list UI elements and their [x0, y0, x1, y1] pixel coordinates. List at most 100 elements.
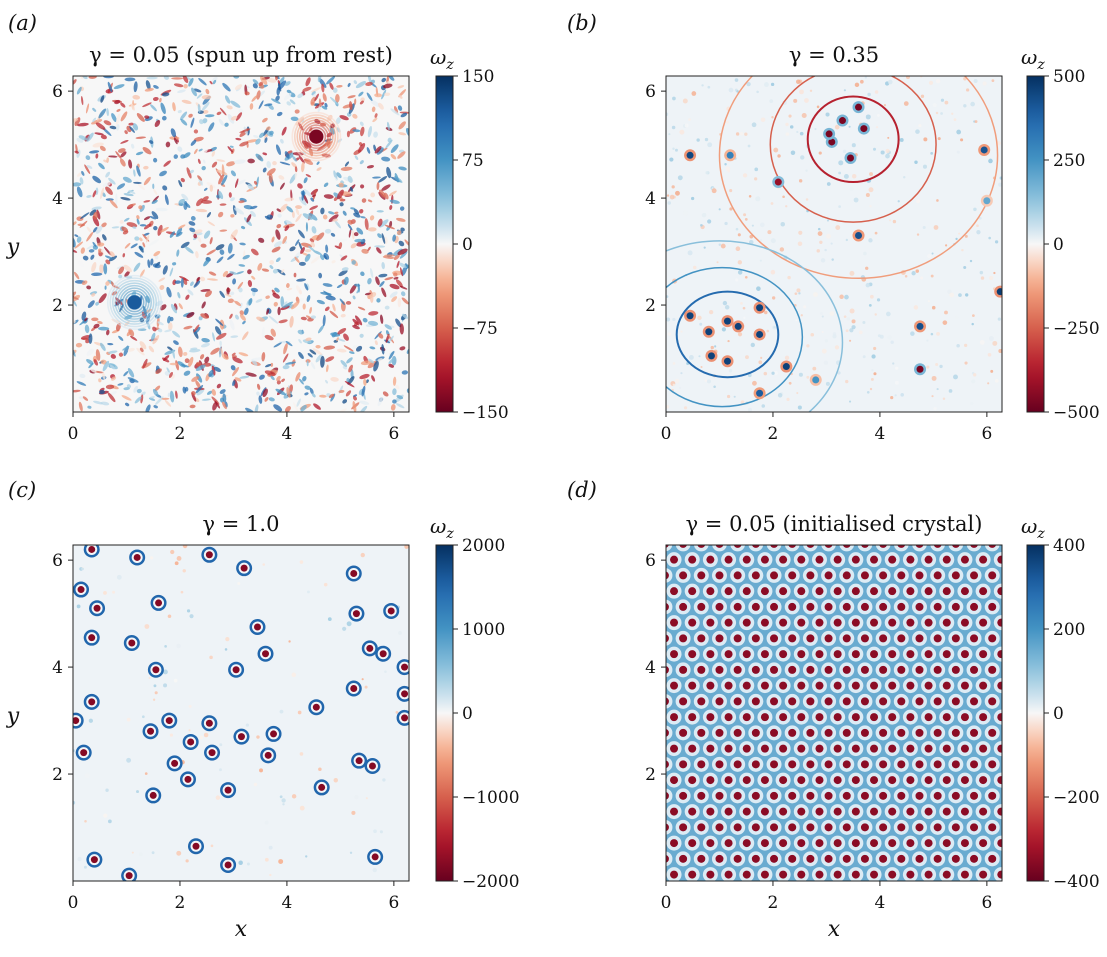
- vorticity-streak: [86, 359, 94, 365]
- lattice-vortex: [924, 713, 933, 722]
- vorticity-streak: [303, 189, 312, 197]
- lattice-vortex: [870, 618, 879, 627]
- vorticity-streak: [230, 365, 236, 371]
- vorticity-streak: [162, 185, 168, 191]
- noise-dot: [798, 372, 803, 377]
- vorticity-streak: [98, 293, 107, 304]
- vorticity-streak: [103, 263, 108, 275]
- noise-dot: [752, 380, 757, 386]
- lattice-halo: [912, 883, 927, 898]
- lattice-vortex: [824, 602, 833, 611]
- lattice-halo: [648, 804, 663, 819]
- vorticity-streak: [284, 361, 297, 365]
- y-tick-label: 4: [645, 658, 656, 678]
- vorticity-streak: [266, 214, 273, 220]
- lattice-vortex: [760, 807, 769, 816]
- colorbar-label: ωz: [1021, 514, 1045, 542]
- lattice-vortex: [824, 728, 833, 737]
- vorticity-streak: [180, 278, 184, 288]
- vorticity-streak: [309, 349, 317, 355]
- noise-dot: [903, 101, 909, 106]
- noise-dot: [935, 363, 939, 367]
- vorticity-streak: [306, 360, 309, 367]
- x-axis-label: x: [828, 917, 841, 942]
- vortex-core: [782, 363, 790, 371]
- vorticity-streak: [367, 277, 372, 285]
- vorticity-streak: [91, 206, 102, 211]
- vorticity-streak: [389, 199, 400, 204]
- lattice-vortex: [697, 602, 706, 611]
- noise-dot: [705, 170, 709, 175]
- vortex-ring: [114, 282, 155, 323]
- noise-dot: [988, 236, 991, 240]
- noise-dot: [333, 778, 338, 783]
- noise-dot: [669, 194, 675, 200]
- lattice-halo: [648, 615, 663, 630]
- vorticity-streak: [295, 205, 302, 209]
- vorticity-streak: [191, 87, 197, 97]
- vorticity-streak: [370, 99, 381, 108]
- lattice-vortex: [988, 760, 997, 769]
- vorticity-streak: [347, 224, 353, 231]
- noise-dot: [327, 617, 332, 622]
- lattice-vortex: [679, 854, 688, 863]
- vorticity-streak: [178, 303, 183, 310]
- vorticity-streak: [177, 146, 183, 152]
- noise-dot: [849, 270, 855, 276]
- lattice-vortex: [679, 665, 688, 674]
- vorticity-streak: [81, 170, 85, 176]
- lattice-halo: [648, 710, 663, 725]
- vorticity-streak: [137, 183, 145, 190]
- vortex-core: [224, 861, 232, 869]
- lattice-vortex: [724, 713, 733, 722]
- noise-dot: [707, 142, 713, 148]
- vorticity-streak: [195, 361, 201, 367]
- noise-dot: [800, 155, 805, 160]
- vortex-core: [208, 749, 216, 757]
- vorticity-streak: [201, 337, 210, 343]
- vorticity-streak: [305, 174, 312, 178]
- vorticity-streak: [88, 333, 93, 344]
- vorticity-streak: [128, 159, 133, 169]
- noise-dot: [843, 89, 846, 92]
- noise-dot: [153, 684, 157, 688]
- vorticity-streak: [382, 391, 389, 397]
- lattice-vortex: [960, 776, 969, 785]
- vorticity-streak: [376, 247, 382, 254]
- noise-dot: [945, 244, 948, 247]
- lattice-vortex: [788, 791, 797, 800]
- noise-dot: [796, 79, 801, 85]
- noise-dot: [964, 361, 968, 365]
- vorticity-streak: [127, 368, 135, 378]
- lattice-vortex: [924, 681, 933, 690]
- lattice-vortex: [951, 791, 960, 800]
- lattice-vortex: [806, 760, 815, 769]
- vorticity-streak: [198, 77, 207, 86]
- vorticity-streak: [153, 405, 158, 409]
- lattice-vortex: [915, 571, 924, 580]
- vorticity-streak: [377, 218, 383, 227]
- lattice-halo: [648, 678, 663, 693]
- noise-dot: [915, 129, 920, 134]
- noise-dot: [105, 788, 109, 792]
- vorticity-streak: [76, 137, 84, 143]
- vorticity-streak: [245, 407, 256, 412]
- vorticity-streak: [212, 76, 218, 82]
- vorticity-streak: [355, 315, 363, 326]
- noise-dot: [998, 182, 1002, 187]
- vorticity-streak: [135, 136, 147, 139]
- noise-dot: [711, 188, 717, 194]
- lattice-vortex: [742, 650, 751, 659]
- noise-dot: [707, 219, 712, 224]
- lattice-vortex: [1006, 855, 1014, 863]
- vorticity-streak: [200, 200, 213, 204]
- vorticity-streak: [143, 216, 151, 221]
- lattice-halo: [1003, 725, 1018, 740]
- lattice-vortex: [797, 713, 806, 722]
- vorticity-streak: [86, 231, 94, 242]
- vorticity-streak: [340, 255, 348, 261]
- lattice-vortex: [860, 697, 869, 706]
- vorticity-streak: [332, 218, 339, 222]
- noise-dot: [889, 219, 892, 222]
- vorticity-streak: [230, 214, 235, 218]
